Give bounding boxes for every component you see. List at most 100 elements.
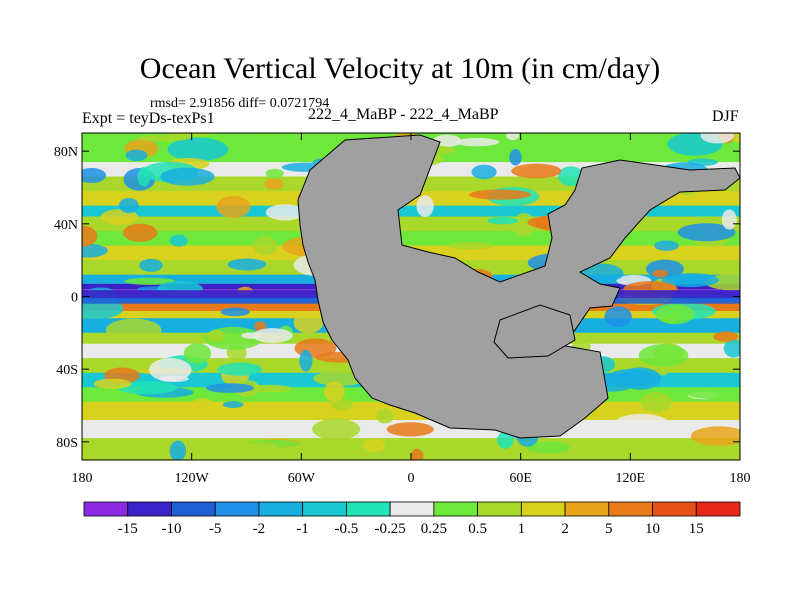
field-patch bbox=[169, 440, 186, 460]
field-patch bbox=[183, 343, 212, 364]
y-tick-label: 80N bbox=[54, 145, 78, 160]
colorbar-label: 1 bbox=[518, 521, 526, 537]
field-patch bbox=[93, 378, 132, 389]
colorbar-label: 10 bbox=[645, 521, 660, 537]
colorbar-label: 0.5 bbox=[468, 521, 487, 537]
colorbar-label: 0.25 bbox=[421, 521, 447, 537]
field-patch bbox=[122, 223, 158, 242]
field-patch bbox=[638, 344, 689, 367]
chart-subtitle: rmsd= 2.91856 diff= 0.0721794 bbox=[150, 96, 330, 111]
x-tick-label: 0 bbox=[408, 471, 415, 486]
y-tick-label: 40N bbox=[54, 218, 78, 233]
field-patch bbox=[534, 133, 560, 142]
field-patch bbox=[713, 331, 739, 342]
y-tick-label: 80S bbox=[56, 436, 78, 451]
field-patch bbox=[455, 137, 500, 147]
experiment-label: Expt = teyDs-texPs1 bbox=[82, 110, 215, 127]
field-patch bbox=[265, 204, 305, 221]
field-patch bbox=[506, 133, 520, 141]
field-patch bbox=[252, 328, 293, 343]
field-patch bbox=[614, 413, 669, 434]
field-patch bbox=[654, 240, 679, 251]
colorbar-label: -0.25 bbox=[375, 521, 406, 537]
field-patch bbox=[158, 375, 189, 382]
field-patch bbox=[700, 133, 735, 144]
field-patch bbox=[513, 212, 535, 237]
field-patch bbox=[448, 242, 493, 250]
colorbar-label: 2 bbox=[561, 521, 569, 537]
colorbar-swatch bbox=[564, 501, 610, 517]
colorbar-swatch bbox=[477, 501, 522, 517]
x-tick-label: 180 bbox=[730, 471, 751, 486]
colorbar-label: 15 bbox=[689, 521, 704, 537]
field-patch bbox=[167, 137, 229, 162]
colorbar-label: -2 bbox=[253, 521, 266, 537]
x-tick-label: 60W bbox=[288, 471, 316, 486]
field-patch bbox=[169, 234, 188, 247]
field-patch bbox=[723, 339, 740, 358]
field-patch bbox=[312, 418, 361, 441]
field-patch bbox=[160, 167, 215, 186]
field-patch bbox=[118, 197, 139, 214]
field-patch bbox=[243, 442, 279, 452]
colorbar-swatch bbox=[389, 501, 435, 517]
field-patch bbox=[299, 349, 313, 372]
x-tick-label: 180 bbox=[72, 471, 93, 486]
field-patch bbox=[721, 209, 737, 230]
field-patch bbox=[264, 178, 284, 190]
field-patch bbox=[137, 134, 191, 142]
colorbar-swatch bbox=[652, 501, 697, 517]
y-tick-label: 0 bbox=[71, 291, 78, 306]
colorbar-swatch bbox=[83, 501, 129, 517]
colorbar-label: 5 bbox=[605, 521, 613, 537]
field-patch bbox=[690, 426, 740, 446]
field-patch bbox=[216, 195, 251, 218]
colorbar-label: -10 bbox=[161, 521, 181, 537]
field-patch bbox=[386, 422, 434, 437]
field-patch bbox=[217, 362, 263, 376]
field-patch bbox=[363, 438, 386, 453]
field-patch bbox=[487, 216, 518, 225]
field-patch bbox=[604, 306, 632, 327]
x-tick-label: 120E bbox=[616, 471, 646, 486]
field-patch bbox=[661, 273, 719, 288]
chart-title: Ocean Vertical Velocity at 10m (in cm/da… bbox=[139, 52, 661, 85]
axes: 180 120W 60W 0 60E 120E 180 80N 40N 0 40S 80S bbox=[54, 133, 751, 486]
colorbar-swatch bbox=[520, 501, 566, 517]
field-patch bbox=[205, 383, 254, 393]
field-patch bbox=[251, 133, 287, 143]
colorbar-label: -1 bbox=[296, 521, 309, 537]
field-patch bbox=[265, 168, 284, 179]
colorbar-swatch bbox=[214, 501, 260, 517]
colorbar-swatch bbox=[345, 501, 391, 517]
field-patch bbox=[677, 223, 736, 242]
field-patch bbox=[206, 330, 226, 342]
field-patch bbox=[468, 189, 532, 200]
field-patch bbox=[188, 398, 217, 417]
colorbar-swatch bbox=[171, 501, 216, 517]
colorbar-label: -5 bbox=[209, 521, 222, 537]
field-patch bbox=[471, 164, 497, 180]
field-patch bbox=[509, 149, 522, 166]
field-patch bbox=[124, 277, 176, 285]
field-patch bbox=[410, 448, 424, 460]
colorbar-swatch bbox=[258, 501, 304, 517]
field-band bbox=[82, 438, 740, 460]
field-band bbox=[82, 205, 740, 217]
colorbar-swatch bbox=[127, 501, 172, 517]
field-patch bbox=[376, 408, 394, 424]
field-patch bbox=[241, 332, 261, 339]
season-label: DJF bbox=[712, 108, 739, 125]
field-patch bbox=[254, 321, 267, 332]
x-tick-label: 120W bbox=[175, 471, 210, 486]
land-mask bbox=[297, 134, 740, 439]
field-patch bbox=[199, 302, 228, 309]
field-patch bbox=[82, 225, 98, 247]
colorbar-label: -0.5 bbox=[335, 521, 359, 537]
field-patch bbox=[222, 401, 244, 408]
field-patch bbox=[687, 389, 740, 400]
colorbar-swatch bbox=[695, 501, 741, 517]
field-patch bbox=[227, 258, 267, 271]
field-patch bbox=[82, 243, 108, 258]
